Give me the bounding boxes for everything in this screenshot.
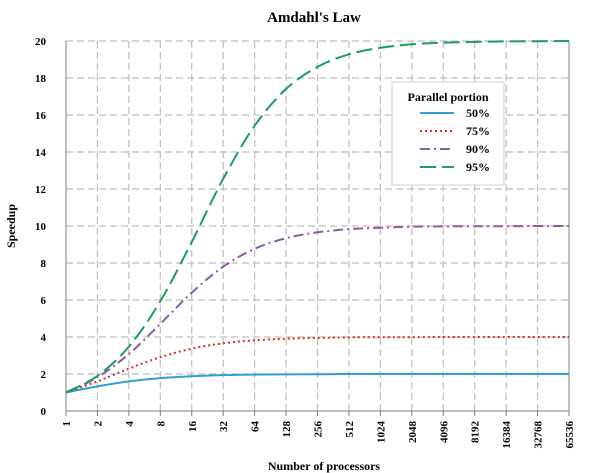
y-tick-label: 14 (35, 147, 47, 159)
chart-title: Amdahl's Law (267, 10, 361, 26)
y-axis-label: Speedup (4, 204, 18, 248)
x-tick-label: 2048 (407, 421, 419, 444)
x-tick-label: 8 (155, 421, 167, 427)
legend-label: 50% (466, 106, 490, 120)
x-tick-label: 32 (218, 421, 230, 433)
y-tick-label: 18 (35, 73, 47, 85)
x-tick-label: 8192 (470, 421, 482, 444)
series-line-90pct (65, 225, 569, 394)
x-tick-label: 16384 (501, 421, 513, 449)
x-tick-labels: 1 2 4 8 16 32 64 128 256 512 1024 2048 4096 8192 16384… (61, 421, 576, 449)
y-tick-label: 20 (35, 36, 47, 48)
series-line-50pct (65, 373, 570, 394)
y-tick-label: 8 (41, 258, 47, 270)
y-tick-label: 16 (35, 110, 47, 122)
x-tick-label: 4 (124, 421, 136, 427)
y-tick-label: 12 (35, 184, 47, 196)
x-tick-label: 16 (187, 421, 199, 433)
x-tick-label: 256 (313, 421, 325, 438)
x-tick-label: 128 (281, 421, 293, 438)
x-tick-label: 2 (92, 421, 104, 427)
legend-label: 95% (466, 160, 490, 174)
y-tick-label: 4 (41, 332, 47, 344)
y-tick-labels: 0 2 4 6 8 10 12 14 16 18 20 (35, 36, 47, 418)
series-line-95pct (65, 40, 570, 394)
x-tick-label: 512 (344, 421, 356, 438)
y-tick-label: 10 (35, 221, 47, 233)
x-tick-label: 65536 (564, 421, 576, 449)
y-tick-label: 6 (41, 295, 47, 307)
y-tick-label: 0 (41, 406, 47, 418)
y-tick-label: 2 (41, 369, 47, 381)
legend-items: 50% 75% 90% 95% (420, 106, 490, 174)
legend-title: Parallel portion (408, 90, 489, 104)
series-lines (65, 40, 570, 394)
series-line-75pct (65, 336, 569, 394)
x-tick-label: 32768 (533, 421, 545, 449)
x-tick-label: 1024 (375, 421, 387, 444)
legend-label: 75% (466, 124, 490, 138)
x-tick-label: 1 (61, 421, 73, 427)
legend: Parallel portion 50% 75% 90% 95% (391, 81, 505, 186)
x-axis-label: Number of processors (268, 459, 381, 473)
x-tick-label: 4096 (438, 421, 450, 444)
x-tick-label: 64 (250, 421, 262, 433)
legend-label: 90% (466, 142, 490, 156)
